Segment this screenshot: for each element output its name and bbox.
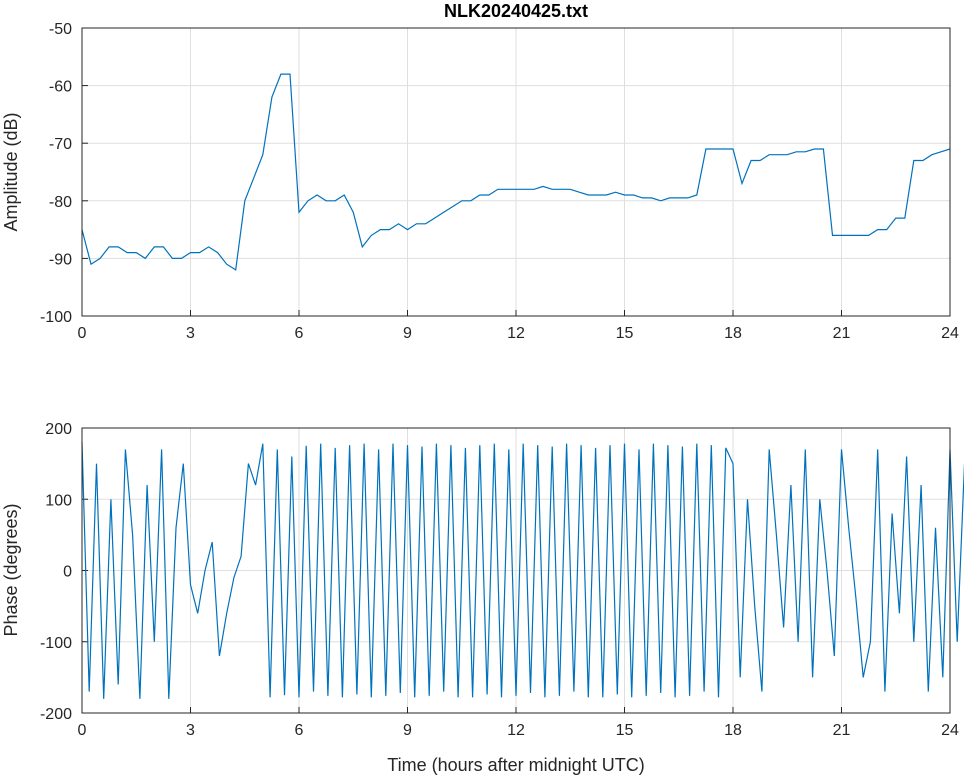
x-tick-label: 18 (724, 325, 742, 342)
x-tick-label: 15 (616, 722, 634, 739)
x-tick-label: 3 (186, 722, 195, 739)
x-tick-label: 21 (833, 722, 851, 739)
x-tick-label: 0 (78, 325, 87, 342)
x-tick-label: 0 (78, 722, 87, 739)
x-tick-label: 24 (941, 722, 959, 739)
x-tick-label: 15 (616, 325, 634, 342)
axes-border (81, 27, 951, 317)
y-tick-label: 0 (63, 564, 72, 581)
x-tick-label: 9 (403, 325, 412, 342)
phase-axes: 0 3 6 9 12 15 18 21 24 200 100 0 -100 -200 (40, 421, 964, 739)
chart-title: NLK20240425.txt (444, 1, 588, 21)
y-tick-label: 100 (45, 492, 72, 509)
x-tick-label: 9 (403, 722, 412, 739)
y-tick-label: -200 (40, 706, 72, 723)
y-tick-label: -100 (40, 309, 72, 326)
x-tick-label: 18 (724, 722, 742, 739)
x-tick-label: 6 (295, 722, 304, 739)
x-tick-label: 12 (507, 325, 525, 342)
y-tick-label: -60 (49, 79, 72, 96)
x-axis-label: Time (hours after midnight UTC) (387, 755, 644, 775)
y-tick-label: -90 (49, 251, 72, 268)
y-axis-label-phase: Phase (degrees) (1, 503, 21, 636)
x-tick-label: 12 (507, 722, 525, 739)
amplitude-axes: 0 3 6 9 12 15 18 21 24 -50 -60 -70 -80 -90 -100 (40, 21, 959, 342)
y-tick-label: -50 (49, 21, 72, 38)
x-tick-label: 21 (833, 325, 851, 342)
x-tick-label: 6 (295, 325, 304, 342)
y-tick-label: -100 (40, 635, 72, 652)
amplitude-series-line (81, 73, 951, 271)
y-tick-label: 200 (45, 421, 72, 438)
y-axis-label-amplitude: Amplitude (dB) (1, 112, 21, 231)
phase-series-line (81, 442, 964, 699)
x-tick-label: 24 (941, 325, 959, 342)
y-tick-label: -80 (49, 194, 72, 211)
y-tick-label: -70 (49, 136, 72, 153)
axes-border (81, 427, 951, 714)
x-tick-label: 3 (186, 325, 195, 342)
